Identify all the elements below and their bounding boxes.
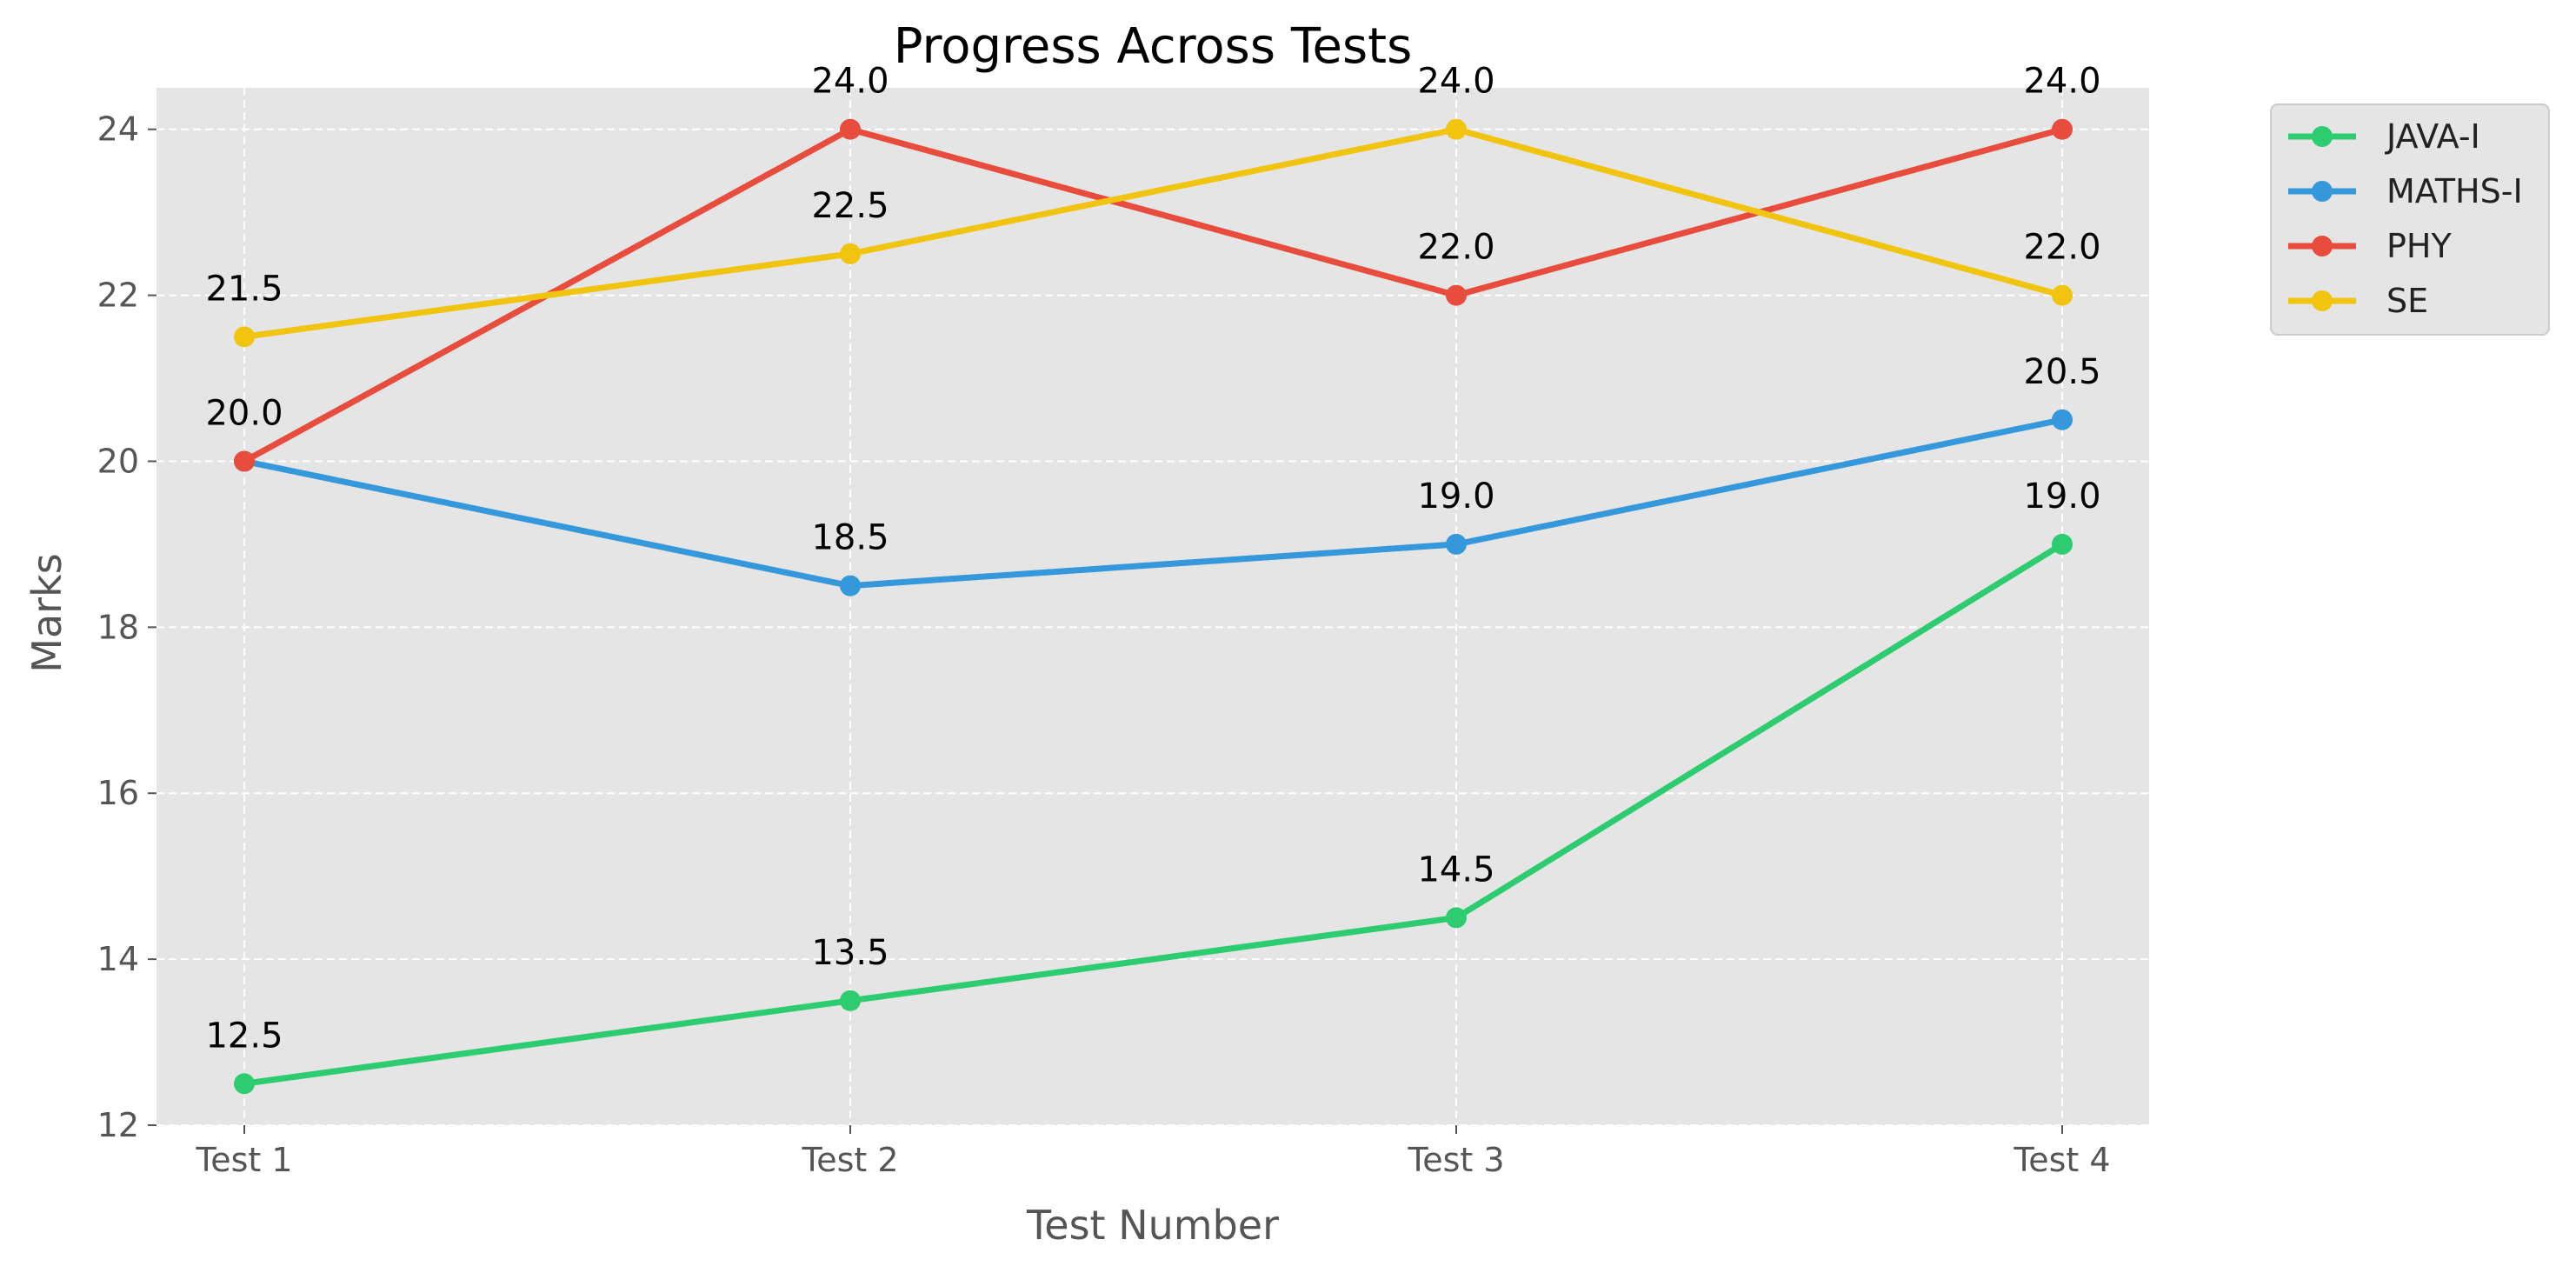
legend-item: PHY xyxy=(2288,227,2452,265)
data-point xyxy=(840,990,861,1011)
axes: 12 14 16 18 20 22 24 Test 1 Test 2 Test 3 Test 4 xyxy=(97,110,2111,1179)
x-tick-label: Test 1 xyxy=(195,1141,292,1179)
data-label: 22.0 xyxy=(1417,228,1494,268)
data-point xyxy=(2052,409,2073,430)
data-label: 22.0 xyxy=(2023,228,2100,268)
legend: JAVA-I MATHS-I PHY SE xyxy=(2270,103,2550,336)
legend-swatch-marker xyxy=(2312,236,2333,257)
plot-area xyxy=(156,88,2149,1125)
data-point xyxy=(1446,118,1467,140)
series-lines xyxy=(234,118,2073,1095)
y-tick-label: 18 xyxy=(97,608,139,646)
data-label: 14.5 xyxy=(1417,850,1494,890)
data-point xyxy=(234,326,255,348)
legend-label: MATHS-I xyxy=(2386,172,2523,210)
data-label: 24.0 xyxy=(1417,62,1494,102)
data-point xyxy=(840,243,861,264)
y-tick-label: 16 xyxy=(97,774,139,812)
y-axis-label: Marks xyxy=(23,553,70,672)
y-tick-label: 14 xyxy=(97,940,139,978)
legend-label: PHY xyxy=(2386,227,2452,265)
data-label: 19.0 xyxy=(2023,477,2100,517)
data-point xyxy=(1446,533,1467,555)
data-point xyxy=(1446,284,1467,306)
data-point xyxy=(234,450,255,472)
data-point xyxy=(1446,907,1467,929)
y-tick-label: 20 xyxy=(97,442,139,480)
grid xyxy=(156,88,2149,1126)
legend-swatch-marker xyxy=(2312,290,2333,311)
x-axis-label: Test Number xyxy=(1026,1202,1279,1249)
legend-swatch-marker xyxy=(2312,126,2333,147)
y-tick-label: 22 xyxy=(97,277,139,315)
series-java-i xyxy=(234,533,2073,1095)
y-tick-label: 24 xyxy=(97,110,139,149)
legend-item: JAVA-I xyxy=(2288,117,2480,156)
data-labels: 12.5 13.5 14.5 19.0 20.0 18.5 19.0 20.5 24.0 22.0… xyxy=(205,62,2100,1056)
legend-label: JAVA-I xyxy=(2385,117,2480,156)
data-label: 20.5 xyxy=(2023,352,2100,392)
data-point xyxy=(234,1073,255,1095)
series-line xyxy=(241,541,2066,1087)
data-label: 21.5 xyxy=(205,269,283,309)
series-line xyxy=(241,417,2066,590)
legend-item: SE xyxy=(2288,282,2428,320)
data-label: 18.5 xyxy=(811,518,889,558)
legend-swatch-marker xyxy=(2312,181,2333,202)
y-tick-label: 12 xyxy=(97,1106,139,1144)
data-label: 20.0 xyxy=(205,393,283,433)
data-label: 12.5 xyxy=(205,1016,283,1056)
x-tick-label: Test 4 xyxy=(2013,1141,2110,1179)
data-point xyxy=(2052,533,2073,555)
legend-item: MATHS-I xyxy=(2288,172,2523,210)
data-label: 19.0 xyxy=(1417,477,1494,517)
series-line xyxy=(241,126,2066,340)
data-label: 24.0 xyxy=(2023,62,2100,102)
data-point xyxy=(2052,118,2073,140)
legend-label: SE xyxy=(2386,282,2428,320)
data-point xyxy=(840,118,861,140)
data-label: 22.5 xyxy=(811,186,889,226)
data-point xyxy=(840,575,861,597)
data-label: 13.5 xyxy=(811,933,889,973)
series-se xyxy=(234,118,2073,348)
x-tick-label: Test 2 xyxy=(801,1141,898,1179)
chart-title: Progress Across Tests xyxy=(894,18,1413,75)
data-label: 24.0 xyxy=(811,62,889,102)
x-tick-label: Test 3 xyxy=(1407,1141,1504,1179)
legend-box xyxy=(2270,103,2550,336)
data-point xyxy=(2052,284,2073,306)
